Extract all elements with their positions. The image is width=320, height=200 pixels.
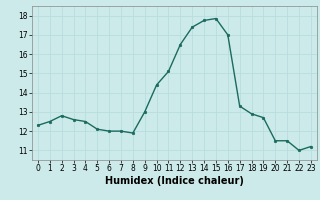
X-axis label: Humidex (Indice chaleur): Humidex (Indice chaleur) — [105, 176, 244, 186]
